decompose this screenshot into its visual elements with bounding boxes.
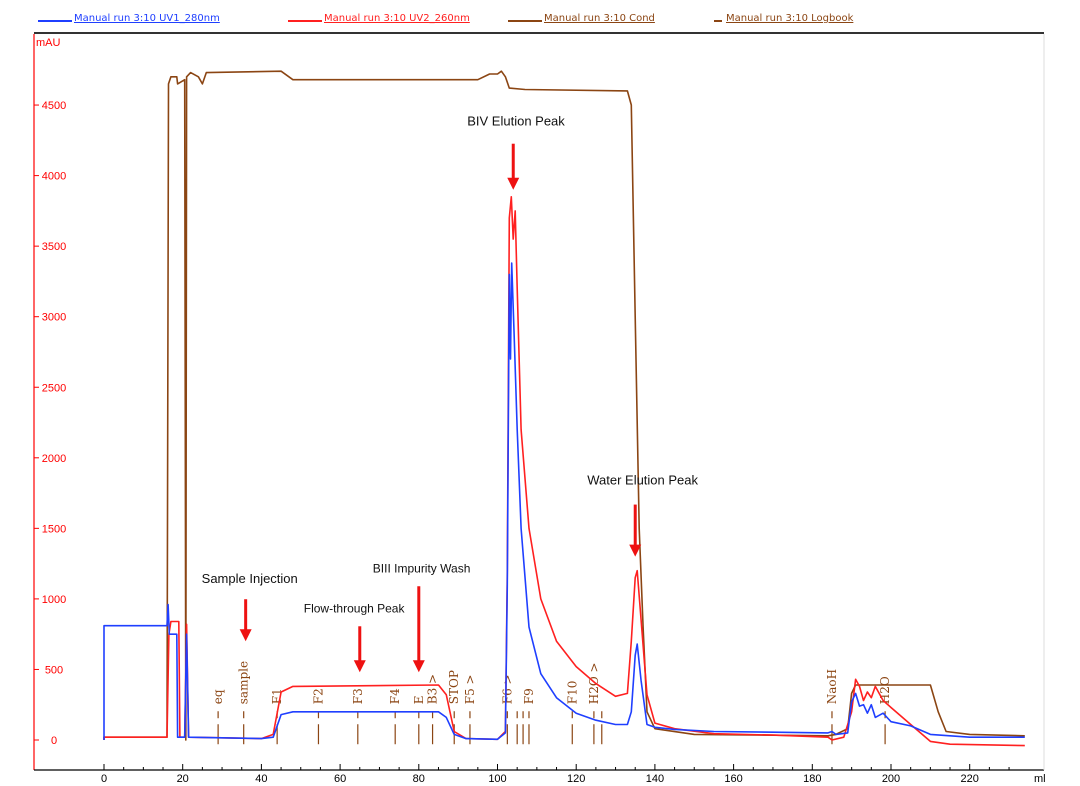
legend-swatch-logbook [714, 20, 722, 22]
logbook-label: F4 [388, 688, 402, 704]
y-tick-label: 0 [51, 735, 57, 747]
logbook-label: F2 [311, 688, 325, 704]
series-line [103, 70, 1025, 741]
legend-swatch-uv2 [288, 20, 322, 22]
y-tick-label: 500 [45, 664, 63, 676]
logbook-label: sample [237, 661, 251, 704]
x-tick-label: 140 [646, 773, 664, 785]
x-axis-label: ml [1034, 773, 1046, 785]
logbook-label: F1 [270, 688, 284, 704]
y-tick-label: 3500 [42, 241, 66, 253]
annotation-label: BIV Elution Peak [467, 114, 565, 129]
axes: mAU 0 500 1000 1500 2000 2500 3000 3500 4000 4500 0… [33, 34, 1046, 785]
annotations: BIV Elution Peak Water Elution Peak Sample… [202, 114, 699, 673]
annotation-label: Water Elution Peak [587, 473, 698, 488]
x-tick-label: 160 [724, 773, 742, 785]
series-lines [103, 70, 1025, 747]
annotation-arrow-head [239, 629, 252, 642]
annotation-arrow-head [507, 177, 520, 190]
logbook-label: eq [211, 689, 225, 704]
y-tick-label: 4000 [42, 171, 66, 183]
logbook-markers: eq sample F1 F2 F3 F4 E B3 > STOP F5 > F6 > F9 F10 H2… [211, 661, 892, 745]
x-tick-label: 100 [488, 773, 506, 785]
annotation-arrow-head [353, 660, 366, 673]
logbook-label: STOP [447, 670, 461, 704]
logbook-label: H2O > [587, 662, 601, 704]
annotation-label: Sample Injection [202, 571, 298, 586]
y-tick-label: 2000 [42, 453, 66, 465]
annotation-arrow-head [629, 544, 642, 557]
y-tick-label: 4500 [42, 100, 66, 112]
x-tick-label: 200 [882, 773, 900, 785]
logbook-label: F3 [351, 688, 365, 704]
annotation-label: BIII Impurity Wash [373, 561, 471, 575]
logbook-label: H2O [878, 676, 892, 704]
legend-bar: Manual run 3:10 UV1_280nm Manual run 3:1… [34, 10, 1044, 34]
logbook-label: F5 > [463, 674, 477, 704]
y-tick-label: 1000 [42, 594, 66, 606]
x-tick-label: 180 [803, 773, 821, 785]
x-tick-label: 0 [101, 773, 107, 785]
legend-item-logbook[interactable]: Manual run 3:10 Logbook [726, 13, 854, 24]
logbook-label: F10 [565, 681, 579, 705]
x-tick-label: 20 [177, 773, 189, 785]
logbook-label: NaoH [825, 669, 839, 704]
x-tick-label: 60 [334, 773, 346, 785]
legend-item-cond[interactable]: Manual run 3:10 Cond [544, 13, 655, 24]
legend-swatch-uv1 [38, 20, 72, 22]
x-tick-label: 120 [567, 773, 585, 785]
series-line [103, 262, 1025, 741]
annotation-arrow-head [412, 660, 425, 673]
x-tick-label: 80 [413, 773, 425, 785]
y-tick-label: 2500 [42, 382, 66, 394]
logbook-label: F6 > [500, 674, 514, 704]
logbook-label: E [412, 695, 426, 704]
y-tick-label: 3000 [42, 312, 66, 324]
legend-item-uv2[interactable]: Manual run 3:10 UV2_260nm [324, 13, 470, 24]
annotation-label: Flow-through Peak [304, 601, 406, 615]
x-tick-label: 220 [961, 773, 979, 785]
logbook-label: B3 > [426, 674, 440, 704]
y-tick-label: 1500 [42, 523, 66, 535]
logbook-label: F9 [522, 688, 536, 704]
legend-item-uv1[interactable]: Manual run 3:10 UV1_280nm [74, 13, 220, 24]
y-axis-label: mAU [36, 37, 61, 49]
legend-swatch-cond [508, 20, 542, 22]
x-tick-label: 40 [255, 773, 267, 785]
